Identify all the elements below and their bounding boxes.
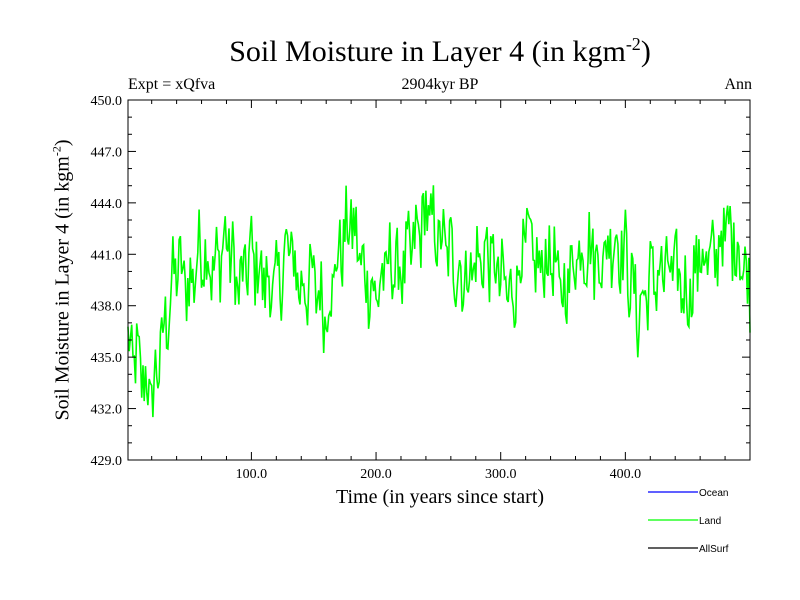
legend-label-allsurf: AllSurf — [699, 544, 729, 555]
y-tick-label: 435.0 — [91, 351, 123, 366]
x-axis-label: Time (in years since start) — [335, 486, 545, 508]
period-label: Ann — [724, 76, 752, 93]
legend-label-ocean: Ocean — [699, 488, 728, 499]
chart-title: Soil Moisture in Layer 4 (in kgm-2) — [229, 34, 651, 68]
y-tick-label: 438.0 — [91, 300, 123, 315]
y-tick-label: 432.0 — [91, 403, 123, 418]
legend-label-land: Land — [699, 516, 721, 527]
experiment-label: Expt = xQfva — [128, 76, 216, 93]
x-tick-label: 100.0 — [236, 467, 268, 482]
y-tick-label: 429.0 — [91, 454, 123, 469]
series-line-land — [127, 185, 751, 418]
y-tick-label: 447.0 — [91, 145, 123, 160]
y-tick-label: 441.0 — [91, 248, 123, 263]
plot-frame — [127, 99, 751, 461]
x-tick-label: 300.0 — [485, 467, 517, 482]
y-tick-label: 444.0 — [91, 197, 123, 212]
x-tick-label: 200.0 — [360, 467, 392, 482]
chart-subtitle: 2904kyr BP — [401, 76, 479, 93]
x-tick-label: 400.0 — [610, 467, 642, 482]
y-tick-label: 450.0 — [91, 94, 123, 109]
